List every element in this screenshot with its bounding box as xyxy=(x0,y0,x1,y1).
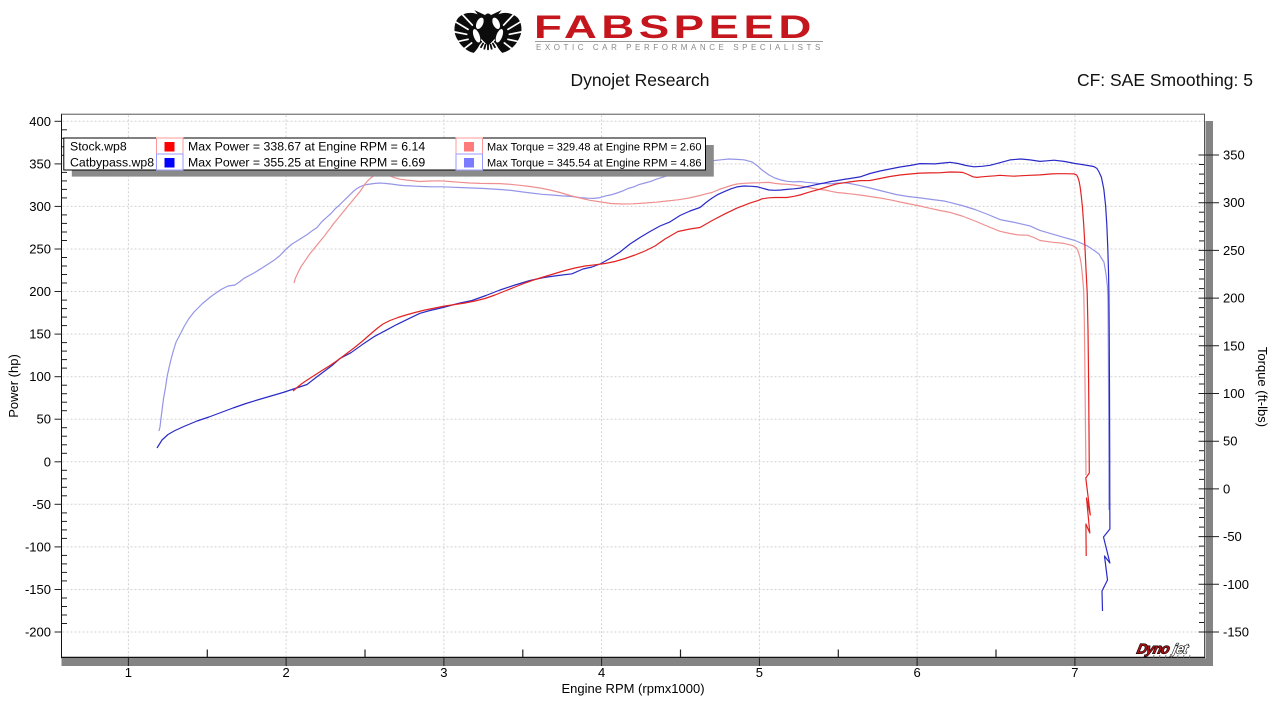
svg-text:0: 0 xyxy=(44,454,51,469)
svg-text:250: 250 xyxy=(1223,243,1245,258)
svg-text:jet: jet xyxy=(1170,641,1191,657)
svg-text:7: 7 xyxy=(1071,665,1078,680)
svg-text:2: 2 xyxy=(282,665,289,680)
svg-text:200: 200 xyxy=(29,284,51,299)
svg-text:Torque (ft-lbs): Torque (ft-lbs) xyxy=(1255,347,1270,427)
svg-text:100: 100 xyxy=(1223,386,1245,401)
svg-text:50: 50 xyxy=(37,412,51,427)
svg-text:-50: -50 xyxy=(1223,529,1242,544)
svg-text:4: 4 xyxy=(598,665,605,680)
svg-text:-150: -150 xyxy=(1223,625,1249,640)
svg-text:350: 350 xyxy=(29,156,51,171)
svg-text:6: 6 xyxy=(913,665,920,680)
svg-text:3: 3 xyxy=(440,665,447,680)
svg-text:400: 400 xyxy=(29,114,51,129)
svg-text:1: 1 xyxy=(125,665,132,680)
svg-text:Max Power = 338.67 at Engine R: Max Power = 338.67 at Engine RPM = 6.14 xyxy=(188,140,425,154)
svg-text:200: 200 xyxy=(1223,291,1245,306)
svg-text:50: 50 xyxy=(1223,434,1237,449)
svg-text:5: 5 xyxy=(756,665,763,680)
svg-text:Dyno: Dyno xyxy=(1136,641,1172,657)
svg-text:150: 150 xyxy=(1223,338,1245,353)
svg-text:-150: -150 xyxy=(25,582,51,597)
svg-text:-100: -100 xyxy=(25,539,51,554)
svg-text:-50: -50 xyxy=(32,497,51,512)
svg-text:Engine RPM (rpmx1000): Engine RPM (rpmx1000) xyxy=(561,681,704,696)
svg-text:350: 350 xyxy=(1223,148,1245,163)
svg-text:Catbypass.wp8: Catbypass.wp8 xyxy=(70,156,154,170)
svg-text:Max Torque = 329.48 at Engine: Max Torque = 329.48 at Engine RPM = 2.60 xyxy=(487,142,701,154)
svg-text:-200: -200 xyxy=(25,625,51,640)
svg-text:Stock.wp8: Stock.wp8 xyxy=(70,140,127,154)
svg-text:250: 250 xyxy=(29,242,51,257)
svg-text:300: 300 xyxy=(29,199,51,214)
svg-text:Power (hp): Power (hp) xyxy=(6,354,21,418)
svg-text:Max Torque = 345.54 at Engine: Max Torque = 345.54 at Engine RPM = 4.86 xyxy=(487,158,701,170)
svg-text:150: 150 xyxy=(29,327,51,342)
svg-text:-100: -100 xyxy=(1223,577,1249,592)
svg-text:100: 100 xyxy=(29,369,51,384)
svg-text:0: 0 xyxy=(1223,481,1230,496)
svg-text:Max Power = 355.25 at Engine R: Max Power = 355.25 at Engine RPM = 6.69 xyxy=(188,156,425,170)
svg-text:300: 300 xyxy=(1223,195,1245,210)
